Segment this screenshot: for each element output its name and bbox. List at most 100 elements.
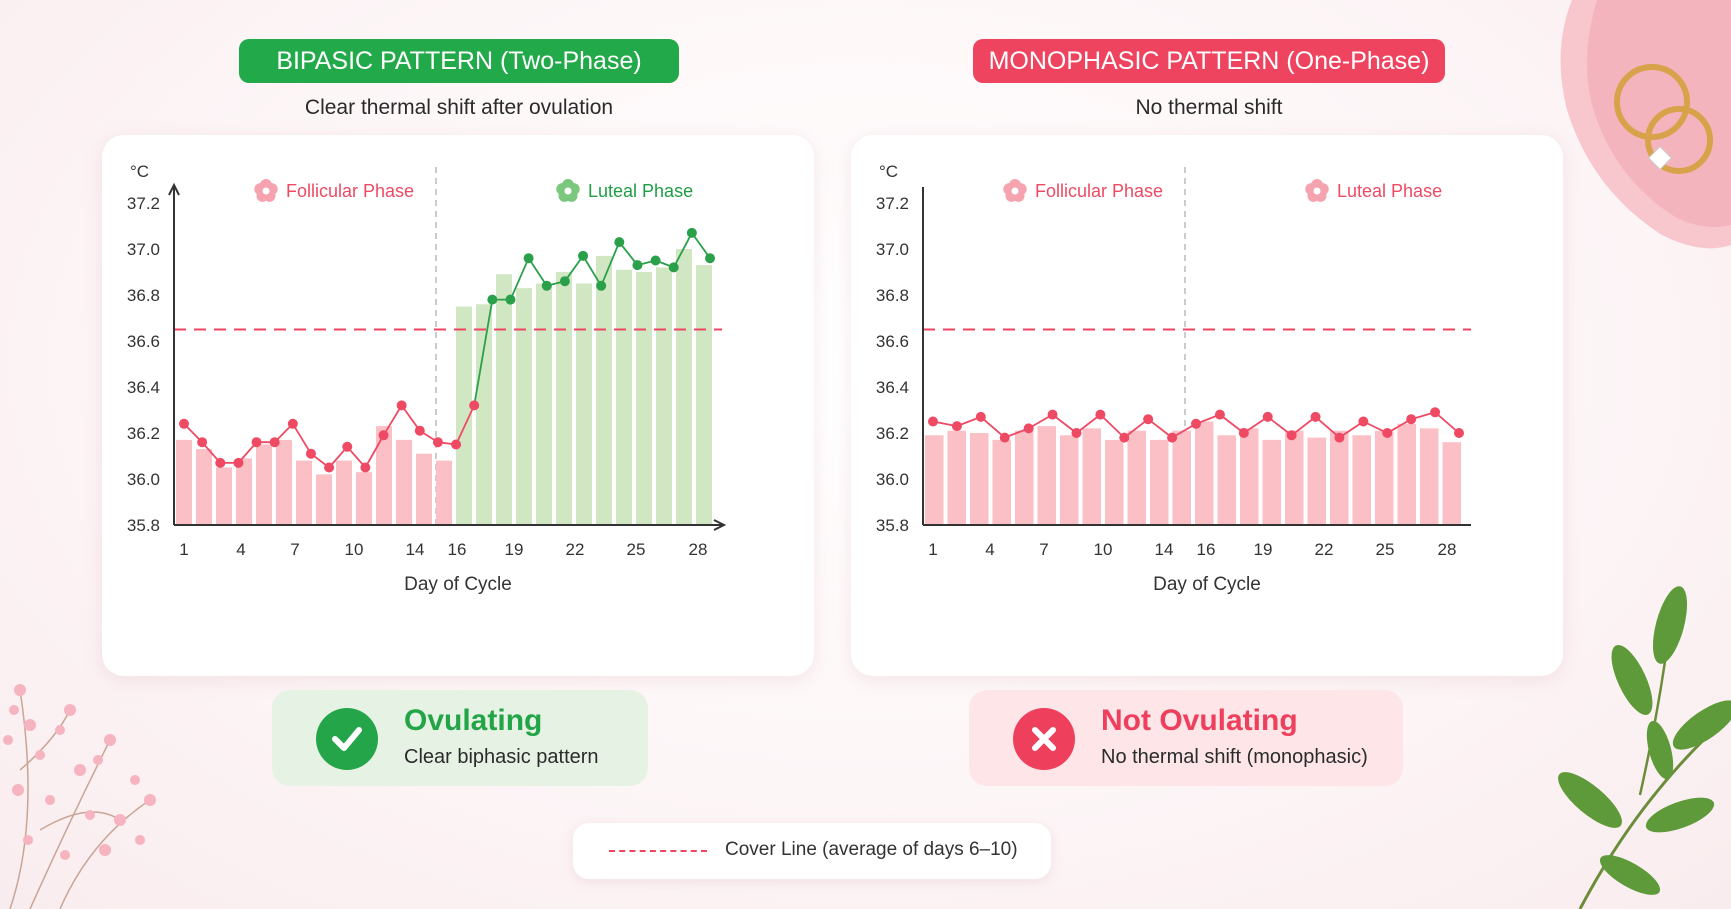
temperature-point — [1214, 409, 1225, 420]
y-tick-label: 36.8 — [876, 286, 909, 305]
temperature-bar — [576, 283, 592, 525]
x-tick-label: 10 — [1094, 540, 1113, 559]
temperature-bar — [1015, 430, 1034, 525]
x-tick-label: 25 — [1376, 540, 1395, 559]
temperature-line-segment — [691, 232, 711, 259]
temperature-point — [179, 418, 189, 429]
temperature-point — [614, 237, 625, 248]
temperature-point — [378, 430, 389, 441]
temperature-point — [1454, 428, 1464, 438]
temperature-bar — [1217, 435, 1236, 525]
y-axis-arrow — [168, 182, 180, 196]
y-unit-label: °C — [879, 162, 898, 181]
temperature-bar — [336, 460, 352, 525]
temperature-point — [414, 425, 425, 436]
temperature-point — [432, 437, 443, 448]
temperature-point — [596, 280, 607, 291]
temperature-bar — [1240, 428, 1259, 525]
y-tick-label: 36.8 — [127, 286, 160, 305]
temperature-point — [523, 253, 534, 264]
temperature-point — [928, 416, 938, 427]
temperature-bar — [416, 453, 432, 525]
temperature-point — [1430, 407, 1441, 418]
temperature-bar — [1397, 423, 1416, 525]
temperature-bar — [176, 439, 192, 525]
cover-line-legend: Cover Line (average of days 6–10) — [573, 823, 1051, 879]
temperature-bar — [636, 272, 652, 525]
flower-sprig-decoration — [3, 684, 156, 909]
temperature-bar — [1127, 430, 1146, 525]
temperature-bar — [1150, 439, 1169, 525]
y-tick-label: 36.6 — [127, 332, 160, 351]
x-axis-label: Day of Cycle — [1153, 574, 1261, 595]
x-tick-label: 22 — [566, 540, 585, 559]
ring-icon — [1645, 106, 1713, 174]
x-tick-label: 10 — [345, 540, 364, 559]
temperature-line-segment — [527, 257, 548, 287]
ring-icon — [1614, 64, 1690, 140]
temperature-line-segment — [382, 404, 403, 436]
luteal-flower-icon — [556, 179, 580, 202]
temperature-bar — [516, 288, 532, 525]
temperature-bar — [656, 267, 672, 525]
temperature-bar — [396, 439, 412, 525]
biphasic-chart: °C 35.8 36.0 36.2 36.4 36.6 36.8 37.0 37.2 Follic… — [127, 162, 727, 595]
x-tick-label: 7 — [1039, 540, 1048, 559]
follicular-phase-label: Follicular Phase — [1035, 181, 1163, 201]
y-tick-label: 36.4 — [876, 378, 909, 397]
temperature-bar — [256, 444, 272, 525]
temperature-point — [487, 294, 498, 305]
temperature-line-segment — [1075, 413, 1101, 434]
temperature-point — [451, 439, 462, 450]
y-tick-label: 37.0 — [876, 240, 909, 259]
temperature-bar — [1037, 426, 1056, 525]
x-tick-label: 1 — [928, 540, 937, 559]
temperature-point — [287, 418, 298, 429]
luteal-phase-label: Luteal Phase — [588, 181, 693, 201]
luteal-flower-icon-center — [564, 187, 572, 195]
temperature-point — [360, 462, 371, 473]
temperature-bar — [556, 272, 572, 525]
temperature-bar — [1060, 435, 1079, 525]
temperature-bar — [970, 433, 989, 525]
temperature-bar — [947, 430, 966, 525]
temperature-point — [1406, 414, 1417, 425]
temperature-point — [324, 462, 335, 473]
temperature-bar — [925, 435, 944, 525]
x-tick-label: 28 — [1438, 540, 1457, 559]
temperature-point — [469, 400, 480, 411]
temperature-point — [1119, 432, 1130, 443]
x-tick-label: 7 — [290, 540, 299, 559]
temperature-point — [1047, 409, 1058, 420]
temperature-bar — [236, 458, 252, 525]
follicular-flower-icon — [254, 179, 278, 202]
temperature-point — [975, 411, 986, 422]
temperature-line-segment — [1434, 411, 1460, 434]
temperature-bar — [1195, 421, 1214, 525]
temperature-bar — [496, 274, 512, 525]
monophasic-header: MONOPHASIC PATTERN (One-Phase) — [973, 39, 1445, 83]
luteal-flower-icon-center — [1313, 187, 1321, 195]
cover-line-swatch — [609, 850, 707, 852]
follicular-flower-icon-center — [1011, 187, 1019, 195]
temperature-bar — [696, 265, 712, 525]
temperature-bar — [616, 269, 632, 525]
follicular-phase-label: Follicular Phase — [286, 181, 414, 201]
temperature-bar — [1330, 430, 1349, 525]
temperature-bar — [1262, 439, 1281, 525]
x-axis-label: Day of Cycle — [404, 574, 512, 595]
temperature-bar — [216, 467, 232, 525]
x-tick-label: 28 — [689, 540, 708, 559]
y-unit-label: °C — [130, 162, 149, 181]
y-tick-label: 36.2 — [876, 424, 909, 443]
temperature-bar — [316, 474, 332, 525]
temperature-point — [342, 441, 353, 452]
monophasic-subtitle: No thermal shift — [1135, 96, 1283, 119]
temperature-bar — [296, 460, 312, 525]
y-tick-label: 36.0 — [127, 470, 160, 489]
temperature-point — [396, 400, 407, 411]
temperature-line-segment — [980, 416, 1006, 439]
temperature-line-segment — [1147, 418, 1173, 439]
x-tick-label: 19 — [1254, 540, 1273, 559]
y-tick-label: 37.2 — [127, 194, 160, 213]
